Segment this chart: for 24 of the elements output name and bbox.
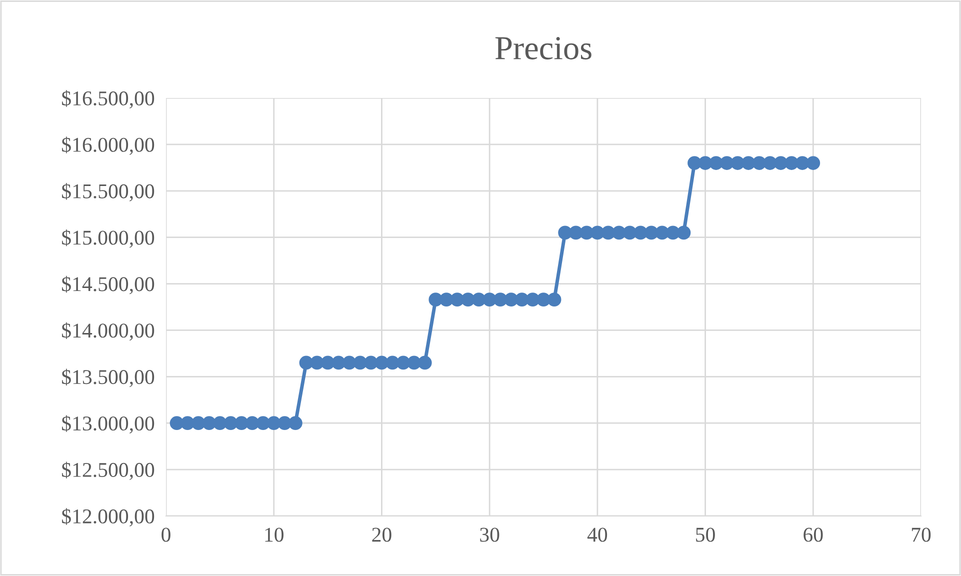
y-tick-label: $13.500,00 [62,368,154,388]
x-tick-label: 60 [804,528,823,542]
y-tick-label: $15.000,00 [62,229,154,248]
chart-title: Precios [495,37,592,60]
x-tick-label: 0 [162,528,170,542]
x-tick-label: 20 [372,528,392,542]
point [418,356,432,370]
y-tick-label: $16.500,00 [62,90,154,108]
point [288,416,302,430]
point [806,156,820,170]
x-tick-label: 50 [696,528,715,542]
point [547,292,562,307]
y-tick-label: $15.500,00 [62,183,154,202]
x-tick-label: 10 [265,528,284,542]
x-tick-label: 70 [912,528,931,542]
y-tick-label: $12.500,00 [62,462,154,480]
y-tick-label: $12.000,00 [62,508,154,526]
x-tick-label: 30 [480,528,500,542]
y-tick-label: $16.000,00 [62,136,154,155]
x-tick-label: 40 [587,528,608,542]
y-tick-label: $13.000,00 [62,415,154,434]
y-tick-label: $14.500,00 [62,276,154,294]
y-tick-label: $14.000,00 [62,322,154,341]
point [676,226,691,240]
